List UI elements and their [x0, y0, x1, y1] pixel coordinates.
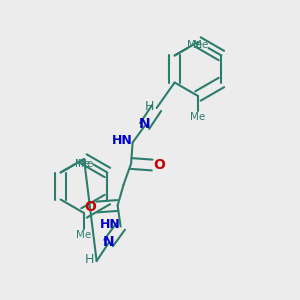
Text: Me: Me — [190, 112, 206, 122]
Text: N: N — [103, 235, 114, 248]
Text: O: O — [153, 158, 165, 172]
Text: Me: Me — [78, 159, 94, 170]
Text: N: N — [139, 118, 150, 131]
Text: Me: Me — [188, 40, 202, 50]
Text: O: O — [84, 200, 96, 214]
Text: HN: HN — [100, 218, 121, 232]
Text: H: H — [84, 253, 94, 266]
Text: Me: Me — [74, 159, 90, 170]
Text: H: H — [144, 100, 154, 113]
Text: HN: HN — [112, 134, 133, 148]
Text: Me: Me — [194, 40, 208, 50]
Text: Me: Me — [76, 230, 92, 240]
